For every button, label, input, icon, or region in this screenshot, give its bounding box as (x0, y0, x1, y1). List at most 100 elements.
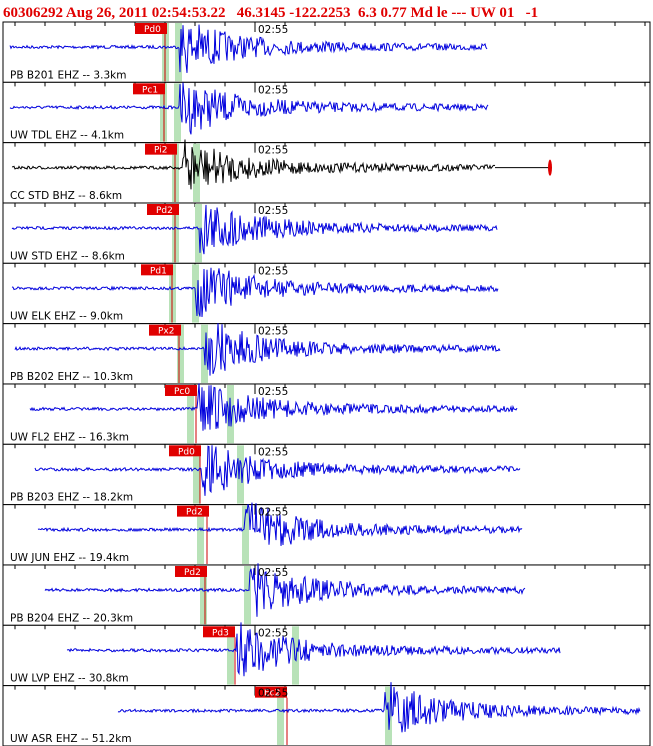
phase-band (292, 626, 299, 685)
pick-label: Pd2 (156, 206, 173, 216)
pick-flag (133, 83, 165, 95)
phase-band (197, 505, 204, 564)
amp-mark (548, 159, 552, 176)
phase-band (244, 565, 251, 625)
panel-frame (2, 21, 651, 83)
waveform (11, 139, 496, 190)
pick-label: Pd2 (186, 508, 203, 518)
pick-flag (177, 505, 209, 517)
phase-band (200, 565, 207, 625)
phase-band (242, 505, 249, 564)
pick-label: Pc0 (174, 387, 190, 397)
panel-frame (2, 564, 651, 626)
time-label: 02:55 (258, 507, 288, 519)
trace-panel: Pd0 02:55 PB B203 EHZ -- 18.2km (2, 443, 651, 506)
station-label: UW ASR EHZ -- 51.2km (10, 733, 132, 745)
panel-frame (2, 262, 651, 325)
panel-frame (2, 685, 651, 746)
station-label: PB B201 EHZ -- 3.3km (10, 69, 126, 81)
pick-flag (141, 264, 173, 276)
trace-panel: Pc0 02:55 UW FL2 EHZ -- 16.3km (2, 383, 651, 445)
time-label: 02:55 (258, 627, 288, 639)
waveform (44, 563, 526, 617)
station-label: CC STD BHZ -- 8.6km (10, 190, 122, 202)
waveform (66, 622, 561, 677)
pick-label: Pd0 (144, 25, 161, 35)
pick-flag (149, 324, 181, 336)
phase-band (227, 626, 234, 685)
pick-label: Pd3 (212, 628, 229, 638)
time-label: 02:55 (258, 446, 288, 458)
trace-panel: Pd1 02:55 UW ELK EHZ -- 9.0km (2, 262, 651, 325)
phase-band (177, 324, 184, 383)
waveform (29, 383, 518, 431)
waveform (14, 323, 501, 376)
station-label: UW STD EHZ -- 8.6km (10, 250, 125, 262)
pick-label: Pd1 (150, 266, 167, 276)
trace-panel: Pd3 02:55 UW LVP EHZ -- 30.8km (2, 622, 651, 687)
trace-panel: Pi2 02:55 CC STD BHZ -- 8.6km (2, 139, 651, 204)
phase-band (195, 203, 202, 263)
trace-panel: Pd0 02:55 PB B201 EHZ -- 3.3km (2, 21, 651, 83)
trace-panel: Px2 02:55 PB B202 EHZ -- 10.3km (2, 323, 651, 385)
trace-panel: Pd2 02:55 PB B204 EHZ -- 20.3km (2, 563, 651, 626)
trace-panel: Pd2 02:55 UW JUN EHZ -- 19.4km (2, 502, 651, 566)
station-label: PB B203 EHZ -- 18.2km (10, 492, 133, 504)
phase-band (237, 445, 244, 504)
station-label: UW FL2 EHZ -- 16.3km (10, 431, 129, 443)
waveform (117, 682, 641, 733)
station-label: PB B202 EHZ -- 10.3km (10, 371, 133, 383)
phase-band (187, 384, 194, 444)
pick-flag (135, 23, 167, 34)
pick-label: Pi2 (154, 146, 167, 156)
trace-panel: Pc1 02:55 UW TDL EHZ -- 4.1km (2, 81, 651, 144)
pick-flag (169, 445, 201, 457)
phase-band (277, 686, 284, 745)
pick-flag (203, 626, 235, 638)
panel-frame (2, 443, 651, 506)
pick-flag (255, 686, 287, 698)
event-header: 60306292 Aug 26, 2011 02:54:53.22 46.314… (3, 5, 538, 21)
waveform (34, 445, 521, 496)
waveform (11, 267, 499, 318)
waveform (9, 24, 488, 73)
time-label: 02:55 (258, 567, 288, 579)
trace-panel: Pd2 02:55 UW STD EHZ -- 8.6km (2, 202, 651, 264)
time-label: 02:55 (258, 386, 288, 398)
station-label: UW ELK EHZ -- 9.0km (10, 311, 123, 323)
panel-frame (2, 624, 651, 687)
phase-band (175, 23, 182, 82)
panel-frame (2, 323, 651, 385)
panel-frame (2, 142, 651, 204)
pick-flag (165, 384, 197, 396)
time-label: 02:55 (258, 84, 288, 96)
station-label: PB B204 EHZ -- 20.3km (10, 612, 133, 624)
pick-label: Pc1 (142, 85, 158, 95)
time-label: 02:55 (258, 145, 288, 157)
time-label: 02:55 (258, 24, 288, 36)
waveform (11, 204, 498, 255)
station-label: UW LVP EHZ -- 30.8km (10, 673, 129, 685)
time-label: 02:55 (258, 688, 288, 700)
time-label: 02:55 (258, 205, 288, 217)
pick-flag (147, 203, 179, 215)
panel-frame (2, 202, 651, 264)
pick-label: Pd2 (184, 568, 201, 578)
pick-label: Px2 (158, 327, 174, 337)
pick-flag (175, 565, 207, 577)
time-label: 02:55 (258, 326, 288, 338)
waveform (9, 82, 489, 135)
phase-band (174, 83, 181, 142)
time-label: 02:55 (258, 265, 288, 277)
pick-flag (145, 143, 177, 155)
phase-band (193, 445, 200, 504)
waveform (37, 502, 523, 546)
panel-frame (2, 81, 651, 144)
pick-label: Ec2 (264, 689, 280, 699)
phase-band (193, 143, 200, 202)
station-label: UW JUN EHZ -- 19.4km (10, 552, 129, 564)
pick-label: Pd0 (178, 447, 195, 457)
